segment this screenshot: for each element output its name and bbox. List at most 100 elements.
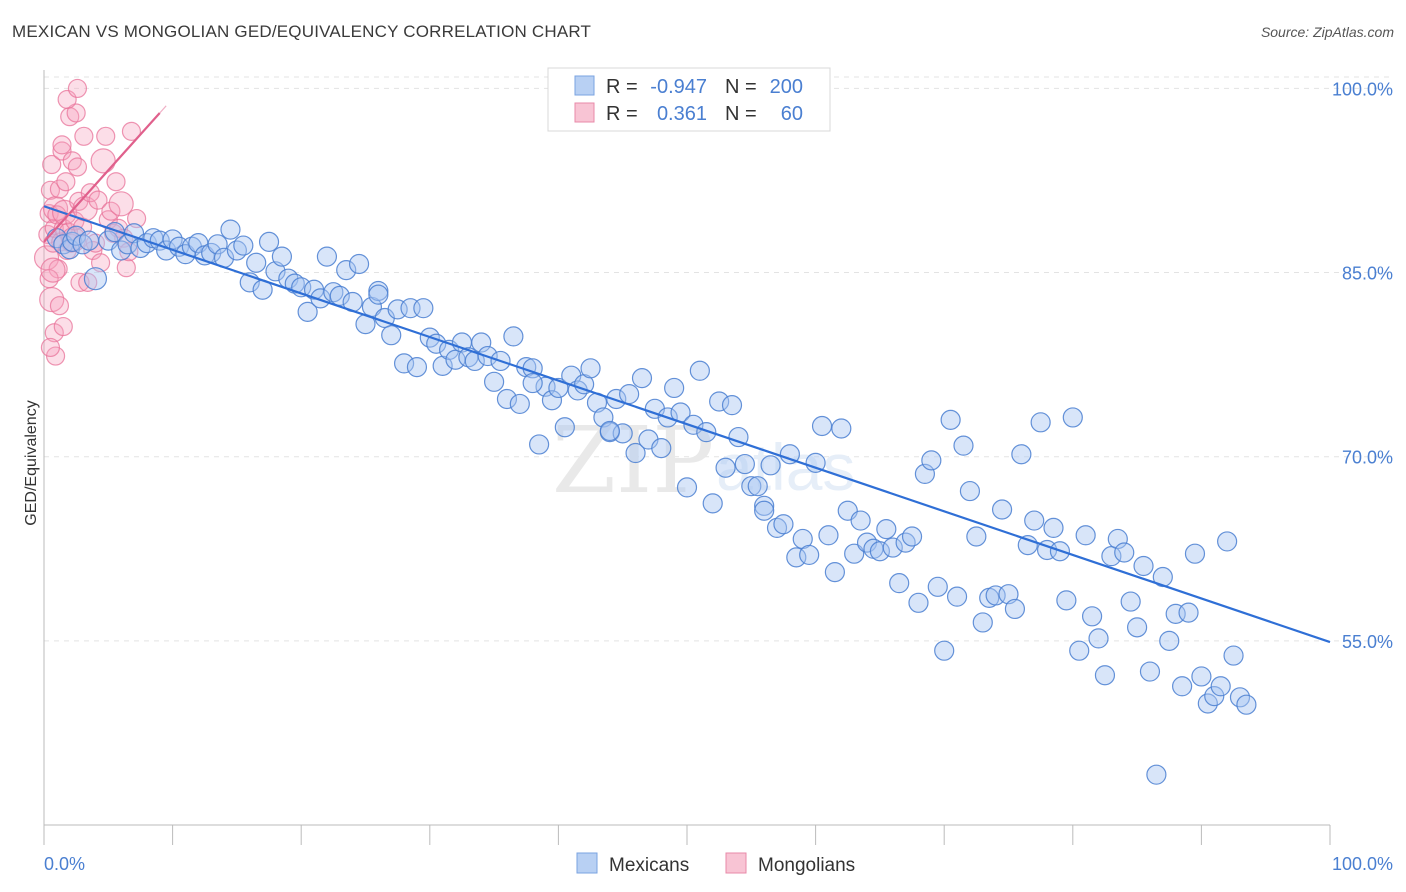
mexicans-point xyxy=(1133,555,1154,577)
mexicans-point xyxy=(83,267,108,291)
mexicans-point xyxy=(1172,676,1193,697)
mexicans-point xyxy=(606,388,627,410)
mexicans-point xyxy=(831,418,852,439)
mongolians-point xyxy=(88,190,108,210)
mexicans-point xyxy=(1081,606,1103,627)
mexicans-point xyxy=(754,495,775,516)
mexicans-point xyxy=(413,298,434,319)
mexicans-point xyxy=(541,390,563,411)
mexicans-point xyxy=(908,592,929,613)
mongolians-point xyxy=(66,103,86,123)
mexicans-trend-line xyxy=(43,205,1331,644)
mexicans-point xyxy=(927,576,948,597)
mexicans-point xyxy=(1043,517,1064,539)
mexicans-point xyxy=(914,463,936,484)
watermark: ZIP atlas xyxy=(552,407,855,514)
mexicans-point xyxy=(1159,630,1180,651)
mexicans-point xyxy=(805,452,826,473)
mexicans-point xyxy=(522,372,543,394)
mexicans-point xyxy=(702,493,723,514)
mexicans-point xyxy=(1178,602,1199,623)
mexicans-point xyxy=(323,282,344,303)
mexicans-point xyxy=(1114,542,1135,563)
mexicans-point xyxy=(786,547,807,568)
mexicans-point xyxy=(934,640,955,661)
mexicans-point xyxy=(1056,590,1077,611)
mexicans-point xyxy=(336,260,357,281)
mexicans-point xyxy=(882,537,903,558)
mexicans-point xyxy=(664,377,685,399)
mexicans-point xyxy=(696,422,717,443)
mexicans-point xyxy=(676,477,698,498)
mexicans-point xyxy=(593,407,614,428)
mexicans-point xyxy=(734,453,755,475)
legend-r-label-1: R = xyxy=(606,76,638,98)
mexicans-point xyxy=(503,326,524,347)
legend-swatch-blue xyxy=(574,75,595,96)
mongolians-point xyxy=(78,272,98,292)
mexicans-point xyxy=(850,510,871,531)
mexicans-point xyxy=(1126,617,1148,638)
mexicans-point xyxy=(1094,665,1116,686)
mongolians-trend-extension xyxy=(159,105,167,114)
trend-lines xyxy=(43,105,1331,644)
mexicans-point xyxy=(651,438,672,459)
mexicans-point xyxy=(1107,528,1128,550)
mexicans-point xyxy=(599,420,620,442)
mexicans-point xyxy=(940,409,961,430)
mongolians-point xyxy=(52,141,72,161)
legend-n-label-2: N = xyxy=(725,103,757,125)
mexicans-point xyxy=(484,371,505,392)
mexicans-point xyxy=(728,426,749,448)
mexicans-point xyxy=(811,415,833,437)
mexicans-point xyxy=(316,246,338,267)
mexicans-point xyxy=(72,234,93,255)
mexicans-point xyxy=(393,353,415,374)
mexicans-point xyxy=(1030,412,1051,433)
stats-legend: R = -0.947 N = 200 R = 0.361 N = 60 xyxy=(547,67,831,132)
mexicans-point xyxy=(1146,764,1167,785)
mexicans-point xyxy=(271,246,293,267)
mexicans-point xyxy=(754,500,775,521)
mongolians-point xyxy=(90,148,116,174)
mexicans-point xyxy=(1088,628,1109,649)
y-tick-label: 70.0% xyxy=(1342,448,1393,468)
mexicans-point xyxy=(766,517,788,539)
mexicans-point xyxy=(1191,666,1212,687)
mexicans-point xyxy=(869,541,891,562)
series-legend-swatch-mexicans xyxy=(576,852,598,874)
mexicans-point xyxy=(876,519,897,540)
mongolians-point xyxy=(121,121,142,141)
mexicans-point xyxy=(1011,444,1032,465)
mexicans-point xyxy=(246,252,267,273)
mexicans-point xyxy=(509,393,530,415)
mexicans-point xyxy=(625,442,646,464)
mexicans-point xyxy=(78,230,100,251)
mexicans-point xyxy=(1024,510,1045,531)
mongolians-point xyxy=(39,269,59,289)
mexicans-point xyxy=(368,284,389,305)
legend-n-label-1: N = xyxy=(725,76,757,98)
series-legend-mexicans: Mexicans xyxy=(609,855,689,876)
mongolians-point xyxy=(42,154,62,175)
mongolians-point xyxy=(52,135,72,155)
mexicans-point xyxy=(426,333,447,354)
mexicans-point xyxy=(297,301,318,322)
mexicans-point xyxy=(946,586,968,607)
x-tick-label-max: 100.0% xyxy=(1332,854,1393,874)
series-legend-swatch-mongolians xyxy=(725,852,747,874)
mexicans-point xyxy=(1139,661,1161,682)
mexicans-point xyxy=(631,368,653,389)
y-tick-label: 100.0% xyxy=(1332,79,1393,99)
mexicans-point xyxy=(1184,543,1206,564)
mexicans-point xyxy=(683,414,704,435)
mexicans-point xyxy=(258,231,280,252)
mexicans-point xyxy=(529,434,550,455)
mexicans-point xyxy=(265,261,286,282)
mongolians-point xyxy=(106,172,126,192)
series-legend-mongolians: Mongolians xyxy=(758,855,855,876)
mongolians-trend-line xyxy=(43,112,161,243)
legend-n-value-1: 200 xyxy=(770,76,803,98)
mexicans-point xyxy=(773,514,794,535)
